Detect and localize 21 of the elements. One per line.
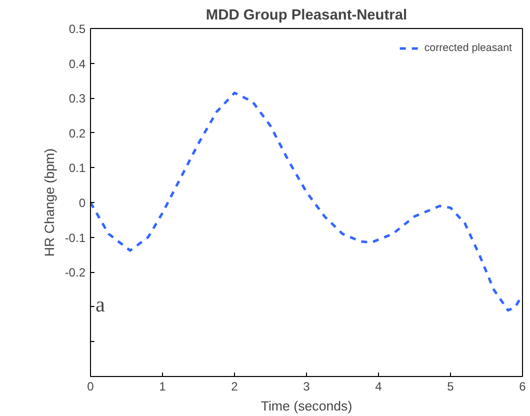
y-tick-label: 0	[78, 196, 86, 210]
x-tick-label: 6	[519, 380, 526, 394]
x-axis-title: Time (seconds)	[260, 398, 352, 414]
x-tick-label: 4	[375, 380, 382, 394]
x-tick-label: 0	[87, 380, 94, 394]
y-tick-label: 0.3	[68, 92, 86, 106]
x-tick-label: 3	[303, 380, 310, 394]
y-tick-label: -0.1	[64, 230, 86, 245]
legend-label: corrected pleasant	[424, 42, 512, 54]
y-axis-title: HR Change (bpm)	[42, 148, 57, 257]
y-tick-label: 0.1	[68, 161, 86, 176]
y-tick-label: 0.2	[68, 126, 86, 140]
y-tick-label: -0.2	[64, 266, 86, 280]
chart-title: MDD Group Pleasant-Neutral	[206, 8, 408, 24]
line-series	[90, 92, 522, 312]
x-tick-label: 5	[447, 380, 454, 394]
y-tick-label: 0.5	[68, 22, 86, 36]
x-tick-label: 1	[159, 380, 166, 394]
annotation: a	[96, 292, 106, 316]
x-tick-label: 2	[231, 380, 238, 394]
y-tick-label: 0.4	[68, 56, 86, 71]
